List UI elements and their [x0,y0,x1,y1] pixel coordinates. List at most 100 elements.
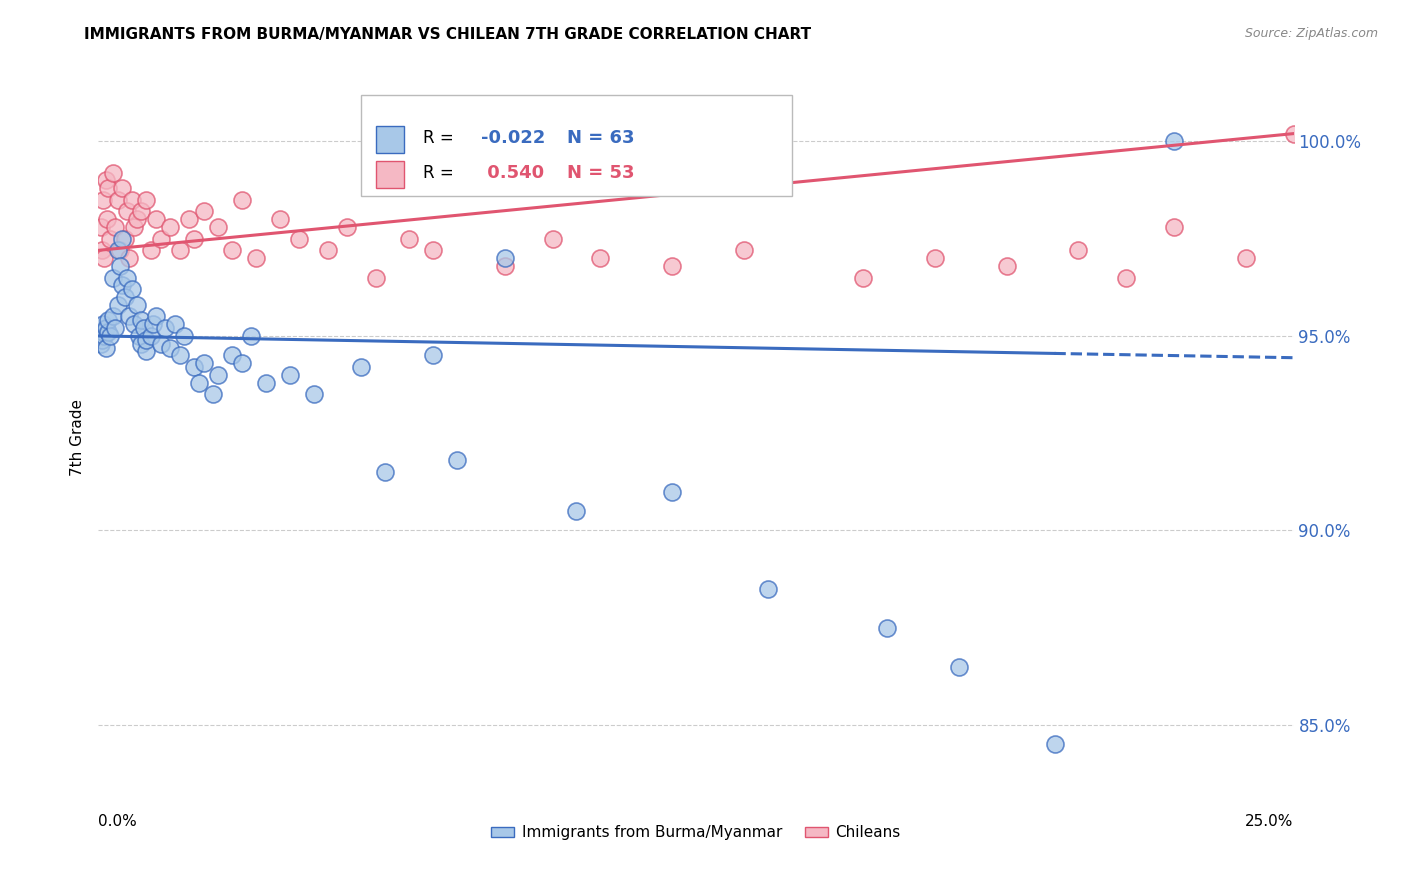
Point [169,244,191,258]
Point [101,270,124,285]
Point [104,219,127,234]
Point [876,621,898,635]
Point [90,336,112,351]
Point [589,251,612,265]
Point [1043,738,1066,752]
Point [173,329,195,343]
Point [350,359,373,374]
Point [159,341,181,355]
Point [422,244,444,258]
Text: 25.0%: 25.0% [1246,814,1294,830]
Text: 0.540: 0.540 [481,163,544,181]
FancyBboxPatch shape [361,95,792,196]
Point [756,582,779,596]
Text: N = 53: N = 53 [567,163,634,181]
Point [125,212,148,227]
Point [135,344,157,359]
Point [111,181,134,195]
Point [96,212,118,227]
Point [1067,244,1090,258]
Text: R =: R = [423,128,460,146]
Point [193,204,215,219]
Point [398,232,420,246]
Point [661,259,683,273]
Point [155,321,177,335]
Point [336,219,359,234]
Point [924,251,946,265]
Point [302,387,325,401]
Point [135,333,157,347]
Text: N = 63: N = 63 [567,128,634,146]
Point [114,290,136,304]
Point [91,193,114,207]
Point [98,329,122,343]
Point [111,278,134,293]
Point [121,193,143,207]
Point [142,318,165,332]
Point [187,376,209,390]
Point [104,321,127,335]
Point [149,336,172,351]
Point [94,321,117,335]
Point [135,193,157,207]
Point [108,244,131,258]
Point [121,282,143,296]
Point [364,270,387,285]
Point [183,359,205,374]
Point [374,465,396,479]
Point [145,310,167,324]
Point [240,329,263,343]
Point [98,232,122,246]
Point [91,244,114,258]
Point [1234,251,1257,265]
Point [852,270,875,285]
Bar [375,161,405,188]
Point [139,244,162,258]
Point [91,318,114,332]
Point [131,336,153,351]
Y-axis label: 7th Grade: 7th Grade [70,399,86,475]
Point [149,232,172,246]
Point [97,313,120,327]
Point [139,329,162,343]
Point [269,212,291,227]
Legend: Immigrants from Burma/Myanmar, Chileans: Immigrants from Burma/Myanmar, Chileans [485,819,907,847]
Point [207,219,229,234]
Point [288,232,311,246]
Point [231,356,253,370]
Point [108,259,131,273]
Text: R =: R = [423,163,460,181]
Point [115,204,138,219]
Bar [375,126,405,153]
Point [124,318,146,332]
Point [446,453,468,467]
Point [94,173,117,187]
Text: -0.022: -0.022 [481,128,546,146]
Point [118,251,141,265]
Point [179,212,201,227]
Point [107,244,129,258]
Point [494,259,516,273]
Point [91,333,114,347]
Point [541,232,564,246]
Point [733,244,755,258]
Point [97,325,120,339]
Point [494,251,516,265]
Point [97,181,120,195]
Point [661,484,683,499]
Point [207,368,229,382]
Point [231,193,253,207]
Point [93,251,115,265]
Point [107,193,129,207]
Point [221,244,243,258]
Text: 0.0%: 0.0% [98,814,138,830]
Point [114,232,136,246]
Point [115,270,138,285]
Point [316,244,339,258]
Point [995,259,1018,273]
Point [131,204,153,219]
Point [94,341,117,355]
Point [131,313,153,327]
Point [111,232,134,246]
Point [1115,270,1137,285]
